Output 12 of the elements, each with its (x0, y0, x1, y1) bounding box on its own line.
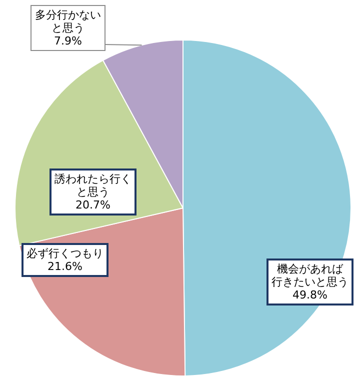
slice-label: 誘われたら行くと思う (54, 172, 132, 198)
data-label: 7.9% (54, 34, 82, 48)
label: 多分行かないと思う 7.9% (30, 5, 106, 51)
slice-label: 必ず行くつもり (26, 247, 104, 260)
data-label: 49.8% (292, 288, 328, 302)
slice-label: 機会があれば行きたいと思う (272, 262, 348, 288)
slice-label: 多分行かないと思う (35, 8, 101, 34)
data-label: 21.6% (48, 260, 82, 273)
label: 機会があれば行きたいと思う 49.8% (266, 258, 354, 306)
label: 必ず行くつもり 21.6% (22, 243, 108, 277)
label: 誘われたら行くと思う 20.7% (50, 168, 136, 216)
data-label: 20.7% (76, 198, 110, 212)
